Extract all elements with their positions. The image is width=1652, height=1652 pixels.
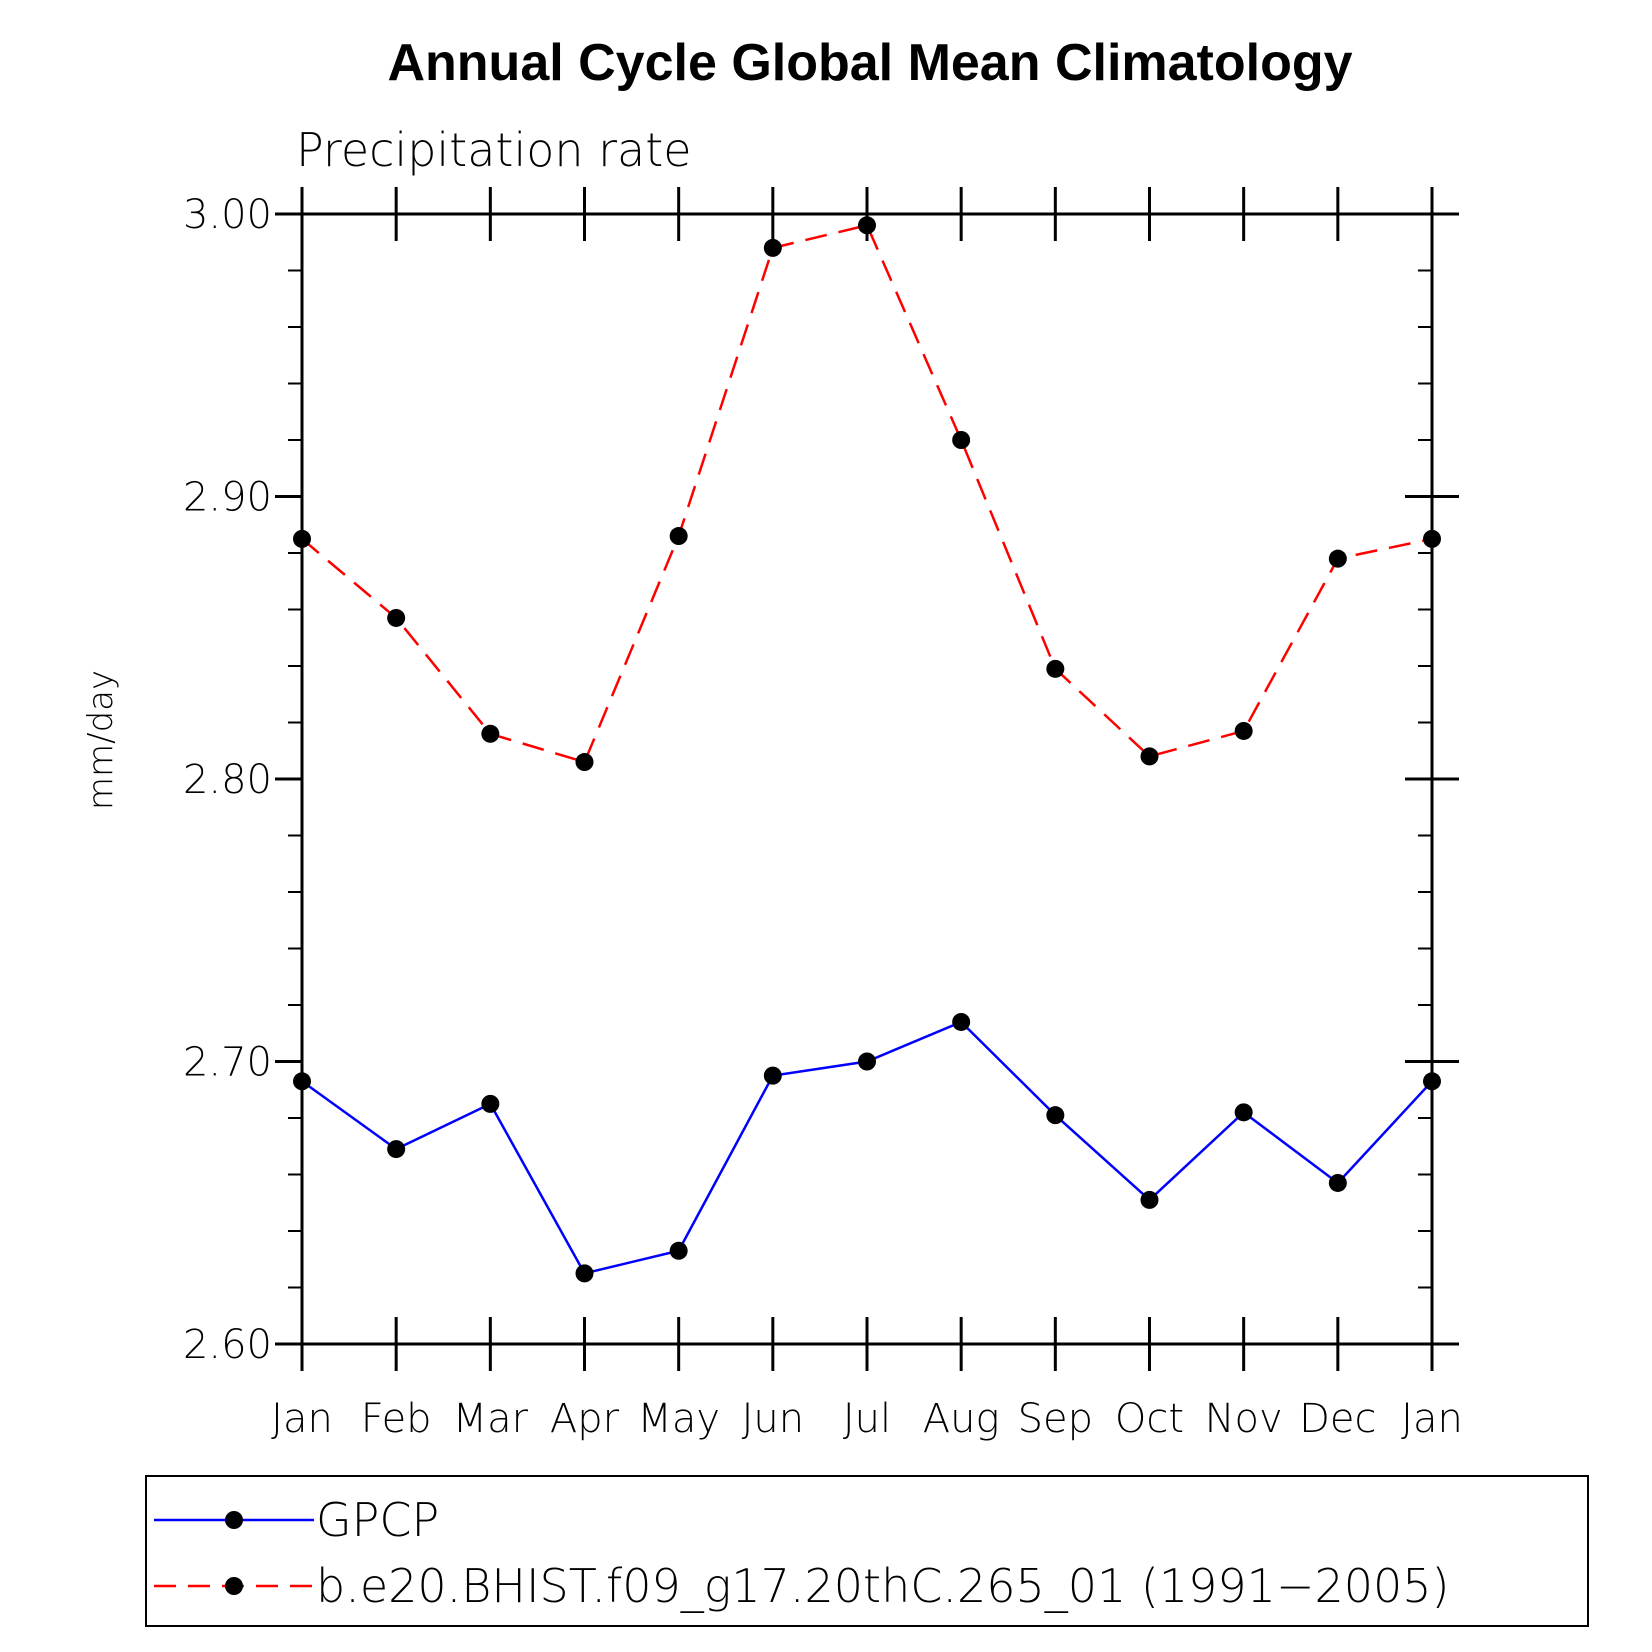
x-tick-label: Jan (271, 1396, 333, 1442)
legend-box (145, 1475, 1589, 1627)
data-point (387, 608, 406, 627)
x-tick-label: Aug (923, 1396, 1000, 1442)
y-tick-label: 2.90 (183, 475, 272, 521)
data-point (763, 238, 782, 257)
legend: GPCP b.e20.BHIST.f09_g17.20thC.265_01 (19… (154, 1493, 1450, 1613)
y-tick-label: 2.80 (183, 757, 272, 803)
data-point (1234, 721, 1253, 740)
data-point (952, 431, 971, 449)
x-tick-label: May (637, 1396, 720, 1442)
data-point (858, 1052, 876, 1071)
series-line (301, 223, 1433, 764)
x-tick-label: Apr (550, 1396, 620, 1442)
legend-marker (225, 1577, 243, 1595)
data-point (481, 724, 500, 743)
x-tick-label: Mar (453, 1396, 529, 1442)
chart-subtitle: Precipitation rate (296, 123, 692, 177)
data-point (1234, 1103, 1253, 1122)
data-point (1046, 659, 1065, 678)
data-point (763, 1066, 782, 1085)
x-tick-label: Feb (361, 1396, 432, 1442)
data-point (1423, 1072, 1441, 1091)
data-point (575, 753, 594, 772)
legend-label: b.e20.BHIST.f09_g17.20thC.265_01 (1991−2… (316, 1559, 1450, 1613)
x-tick-label: Jul (843, 1396, 891, 1442)
data-point (952, 1012, 971, 1031)
legend-marker (225, 1511, 243, 1529)
data-point (387, 1140, 406, 1159)
y-tick-label: 2.60 (183, 1322, 272, 1368)
y-tick-label: 2.70 (183, 1040, 272, 1086)
data-series (293, 216, 1441, 1283)
legend-label: GPCP (316, 1493, 439, 1547)
x-tick-label: Jun (742, 1396, 805, 1442)
data-point (293, 529, 311, 548)
axis-ticks: Jan Feb Mar Apr May Jun Jul Aug Sep Oct Nov Dec Jan 2… (183, 187, 1463, 1442)
data-point (1423, 529, 1441, 548)
data-point (1140, 747, 1159, 766)
x-tick-label: Sep (1018, 1396, 1093, 1442)
x-tick-label: Jan (1401, 1396, 1463, 1442)
chart-title: Annual Cycle Global Mean Climatology (387, 34, 1352, 92)
x-tick-label: Nov (1205, 1396, 1283, 1442)
x-tick-label: Dec (1299, 1396, 1376, 1442)
data-point (858, 216, 876, 235)
y-axis-label: mm/day (81, 670, 121, 810)
data-point (669, 1241, 688, 1260)
y-tick-label: 3.00 (183, 192, 272, 238)
data-point (1046, 1106, 1065, 1125)
data-point (1328, 549, 1347, 568)
data-point (669, 527, 688, 546)
data-point (481, 1094, 500, 1113)
x-tick-label: Oct (1115, 1396, 1184, 1442)
data-point (1328, 1173, 1347, 1192)
data-point (293, 1072, 311, 1091)
data-point (1140, 1190, 1159, 1209)
data-point (575, 1264, 594, 1283)
plot-frame (300, 212, 1434, 1346)
